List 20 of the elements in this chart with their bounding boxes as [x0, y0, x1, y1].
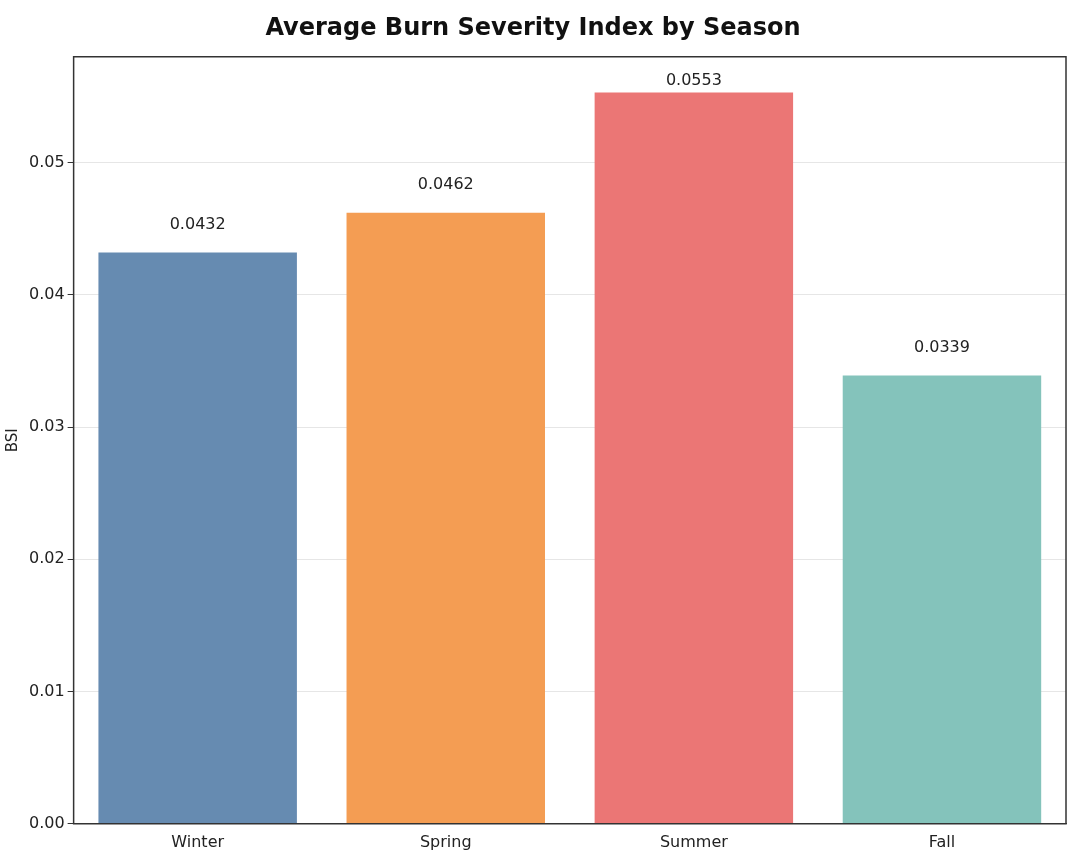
data-label: 0.0432 — [169, 213, 226, 233]
x-tick-label: Summer — [659, 831, 729, 851]
y-tick-label: 0.00 — [29, 812, 65, 832]
y-axis-title: BSI — [2, 428, 21, 453]
data-label: 0.0339 — [913, 336, 970, 356]
y-tick-label: 0.02 — [29, 548, 65, 568]
x-tick-label: Winter — [171, 831, 225, 851]
y-tick-label: 0.05 — [29, 151, 65, 171]
y-tick-label: 0.03 — [29, 416, 65, 436]
x-tick-label: Fall — [928, 831, 956, 851]
bar — [98, 252, 297, 824]
chart-title: Average Burn Severity Index by Season — [265, 12, 801, 41]
x-tick-label: Spring — [419, 831, 472, 851]
data-label: 0.0553 — [665, 69, 722, 89]
bar — [842, 375, 1042, 824]
bar — [346, 212, 545, 824]
y-tick-label: 0.01 — [29, 680, 65, 700]
data-label: 0.0462 — [417, 174, 474, 193]
y-tick-label: 0.04 — [29, 283, 65, 303]
bar — [594, 92, 794, 824]
